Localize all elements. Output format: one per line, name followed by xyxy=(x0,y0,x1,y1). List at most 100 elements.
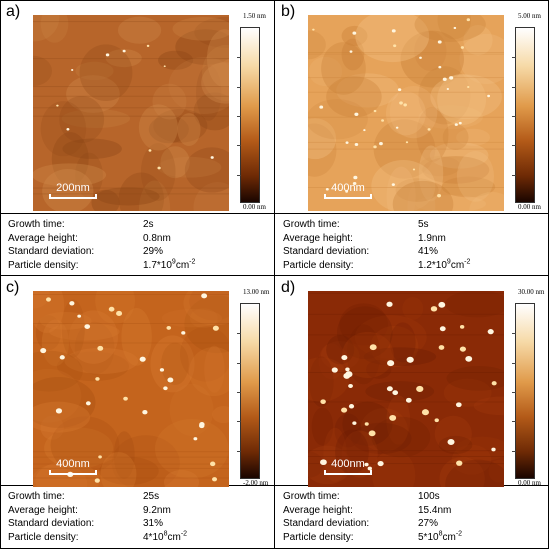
particle xyxy=(157,166,161,170)
particle-density-label: Particle density: xyxy=(8,259,79,271)
afm-texture xyxy=(96,187,160,206)
afm-texture xyxy=(50,416,120,474)
afm-texture xyxy=(418,105,483,130)
afm-texture xyxy=(121,307,152,366)
afm-background xyxy=(308,291,504,487)
afm-texture xyxy=(419,155,461,177)
colorbar-tick xyxy=(512,392,516,393)
scan-line xyxy=(308,77,504,79)
average-height-value: 9.2nm xyxy=(143,504,171,516)
particle xyxy=(391,29,396,33)
colorbar-tick xyxy=(237,86,241,88)
scan-line xyxy=(308,116,504,118)
particle xyxy=(353,175,358,180)
afm-texture xyxy=(308,118,337,160)
panel-c: c) 400nm 13.00 nm -2.00 nm Growth time: 25s Av… xyxy=(0,276,274,551)
density-exponent: 9 xyxy=(171,258,176,266)
particle xyxy=(430,306,438,312)
afm-texture xyxy=(392,180,454,211)
growth-time-label: Growth time: xyxy=(283,219,340,230)
afm-texture xyxy=(105,49,142,68)
particle xyxy=(373,109,377,113)
afm-texture xyxy=(326,76,382,118)
particle xyxy=(438,345,445,350)
density-unit: cm xyxy=(175,259,190,271)
particle xyxy=(373,145,377,149)
scan-line xyxy=(33,187,229,189)
afm-texture xyxy=(415,195,486,211)
afm-texture xyxy=(341,38,365,71)
colorbar-tick xyxy=(237,362,241,364)
scan-line xyxy=(33,58,229,60)
afm-texture xyxy=(371,416,431,458)
afm-texture xyxy=(434,415,472,453)
afm-texture xyxy=(336,73,399,108)
scan-line xyxy=(308,313,504,315)
afm-texture xyxy=(445,291,504,318)
afm-texture xyxy=(113,431,135,479)
scan-line xyxy=(33,342,229,344)
afm-texture xyxy=(100,451,137,487)
column-divider xyxy=(274,0,275,549)
particle-density-label: Particle density: xyxy=(283,259,354,271)
afm-texture xyxy=(430,74,502,119)
particle xyxy=(377,460,384,467)
scan-line xyxy=(308,372,504,373)
colorbar-tick xyxy=(512,57,516,59)
particle xyxy=(412,168,416,171)
afm-texture xyxy=(308,99,368,140)
scan-line xyxy=(33,467,229,469)
afm-texture xyxy=(459,33,504,84)
table-divider-b xyxy=(275,213,549,214)
density-base: 1.2*10 xyxy=(418,259,447,271)
particle xyxy=(312,28,315,31)
afm-texture xyxy=(201,44,229,101)
colorbar-min-label: 0.00 nm xyxy=(518,479,541,487)
particle xyxy=(459,325,465,329)
afm-texture xyxy=(193,182,229,211)
colorbar-tick xyxy=(237,174,241,176)
particle xyxy=(181,331,186,335)
particle xyxy=(319,105,324,109)
scan-line xyxy=(33,451,229,453)
particle xyxy=(352,31,357,35)
afm-texture xyxy=(59,95,105,143)
particle xyxy=(66,128,70,131)
scan-line xyxy=(33,193,229,195)
scale-bar: 200nm xyxy=(49,182,97,199)
scan-line xyxy=(33,294,229,295)
afm-texture xyxy=(385,91,426,136)
average-height-label: Average height: xyxy=(283,232,353,244)
afm-texture xyxy=(193,92,229,131)
scan-line xyxy=(33,115,229,117)
row-divider xyxy=(0,275,549,276)
growth-time-value: 5s xyxy=(418,219,429,230)
afm-texture xyxy=(416,106,449,162)
particle-density-value: 1.7*109cm-2 xyxy=(143,258,195,273)
afm-topography xyxy=(308,15,504,211)
afm-texture xyxy=(370,325,419,368)
particle xyxy=(491,381,497,386)
afm-texture xyxy=(443,378,492,407)
particle xyxy=(454,123,458,126)
scan-line xyxy=(308,148,504,150)
afm-texture xyxy=(308,56,343,87)
particle xyxy=(56,104,59,107)
particle xyxy=(345,141,349,144)
particle xyxy=(341,355,348,361)
particle xyxy=(166,325,172,330)
particle xyxy=(453,26,457,30)
scale-bar: 400nm xyxy=(49,458,97,475)
panel-label: c) xyxy=(6,279,20,296)
afm-texture xyxy=(51,132,89,186)
particle xyxy=(167,377,174,383)
afm-texture xyxy=(188,346,229,397)
scale-bar-label: 400nm xyxy=(331,458,365,470)
panel-label: d) xyxy=(281,279,296,296)
afm-texture xyxy=(33,368,82,423)
afm-texture xyxy=(323,427,347,482)
scan-line xyxy=(308,53,504,55)
scan-line xyxy=(308,334,504,336)
afm-texture xyxy=(183,291,229,326)
afm-texture xyxy=(308,357,349,402)
